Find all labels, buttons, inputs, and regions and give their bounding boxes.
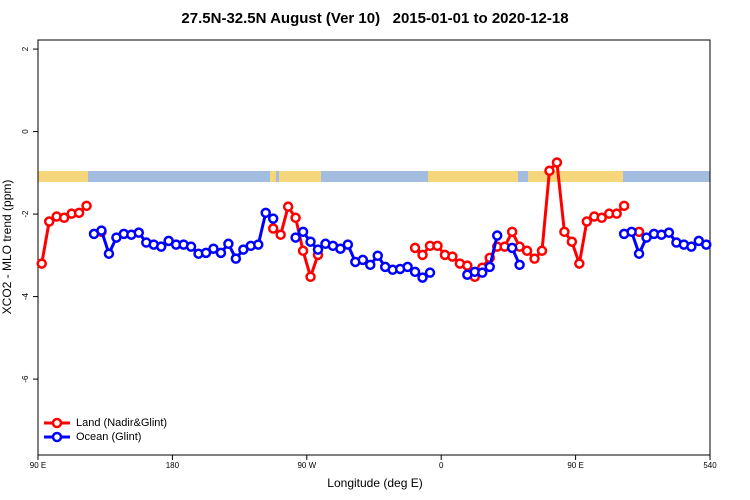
- point: [297, 245, 309, 257]
- point: [185, 241, 197, 252]
- point: [267, 213, 279, 224]
- point: [357, 254, 369, 266]
- point: [417, 249, 428, 261]
- land-strip: [528, 171, 623, 182]
- point: [81, 200, 92, 212]
- plot-frame: [37, 39, 711, 456]
- point: [267, 223, 279, 234]
- land-ocean-strip: [38, 171, 710, 182]
- point: [260, 207, 271, 219]
- ocean-strip: [38, 171, 710, 182]
- point: [417, 272, 428, 283]
- point: [477, 267, 488, 278]
- point: [402, 261, 413, 273]
- point: [103, 248, 115, 259]
- point: [275, 229, 286, 240]
- point: [208, 243, 219, 254]
- point: [290, 232, 301, 243]
- point: [626, 226, 637, 238]
- point: [432, 240, 443, 252]
- point: [223, 238, 234, 250]
- legend-marker: [51, 417, 63, 429]
- land-strip: [270, 171, 276, 182]
- legend-label: Ocean (Glint): [76, 431, 141, 443]
- legend-marker: [51, 431, 63, 443]
- point: [447, 251, 458, 262]
- point: [312, 244, 324, 255]
- point: [409, 266, 421, 278]
- point: [566, 236, 578, 247]
- point: [409, 242, 421, 254]
- point: [484, 261, 495, 273]
- y-tick-label: -6: [21, 375, 30, 383]
- point: [290, 212, 301, 224]
- x-tick-label: 540: [703, 461, 717, 470]
- chart-title: 27.5N-32.5N August (Ver 10) 2015-01-01 t…: [181, 10, 568, 27]
- point: [544, 165, 555, 177]
- point: [581, 216, 593, 227]
- land-strip: [428, 171, 518, 182]
- point: [686, 241, 697, 252]
- point: [424, 267, 436, 278]
- point: [96, 225, 107, 236]
- y-axis-label: XCO2 - MLO trend (ppm): [0, 180, 14, 315]
- point: [335, 243, 346, 254]
- x-tick-label: 180: [166, 461, 180, 470]
- point: [43, 216, 55, 227]
- point: [529, 253, 540, 264]
- point: [305, 271, 316, 283]
- x-tick-label: 90 E: [30, 461, 46, 470]
- point: [559, 226, 570, 238]
- point: [372, 250, 383, 262]
- x-tick-label: 90 W: [297, 461, 316, 470]
- point: [536, 245, 548, 257]
- point: [73, 207, 85, 219]
- point: [701, 239, 712, 250]
- land-strip: [38, 171, 88, 182]
- point: [36, 258, 47, 269]
- point: [663, 227, 675, 238]
- point: [365, 259, 376, 271]
- point: [282, 201, 294, 212]
- point: [230, 253, 242, 264]
- point: [611, 208, 622, 219]
- legend-label: Land (Nadir&Glint): [76, 417, 167, 429]
- point: [491, 230, 503, 241]
- point: [618, 200, 630, 212]
- point: [551, 157, 563, 168]
- x-tick-label: 90 E: [567, 461, 583, 470]
- point: [253, 239, 264, 250]
- point: [200, 247, 212, 259]
- point: [342, 239, 354, 250]
- point: [305, 236, 316, 247]
- point: [215, 247, 227, 259]
- point: [521, 245, 533, 257]
- y-tick-label: -2: [21, 210, 30, 218]
- y-tick-label: -4: [21, 292, 30, 300]
- point: [574, 258, 585, 269]
- point: [633, 248, 645, 259]
- point: [462, 260, 473, 271]
- point: [506, 226, 518, 238]
- land-strip: [279, 171, 321, 182]
- y-tick-label: 2: [21, 46, 30, 51]
- point: [155, 241, 167, 252]
- point: [596, 212, 607, 224]
- y-tick-label: 0: [21, 129, 30, 134]
- point: [58, 212, 70, 224]
- x-axis-label: Longitude (deg E): [327, 476, 422, 490]
- point: [514, 259, 525, 271]
- x-tick-label: 0: [439, 461, 444, 470]
- point: [297, 226, 309, 238]
- point: [133, 227, 145, 238]
- point: [506, 242, 518, 254]
